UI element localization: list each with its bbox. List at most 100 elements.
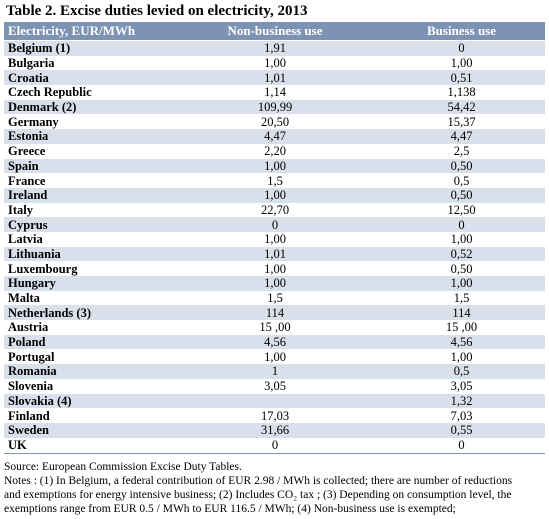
business-value-cell: 1,5 <box>378 290 545 306</box>
non-business-value-cell: 1,5 <box>172 290 378 306</box>
non-business-value-cell: 4,56 <box>172 334 378 350</box>
table-row: Malta 1,5 1,5 <box>4 290 545 306</box>
country-cell: Bulgaria <box>4 55 172 71</box>
country-cell: Romania <box>4 364 172 379</box>
table-row: Germany 20,50 15,37 <box>4 114 545 130</box>
non-business-value-cell: 109,99 <box>172 99 378 115</box>
excise-duties-table: Electricity, EUR/MWh Non-business use Bu… <box>4 22 545 453</box>
non-business-value-cell: 1,01 <box>172 246 378 262</box>
notes-line-1: Notes : (1) In Belgium, a federal contri… <box>4 475 513 487</box>
table-row: Belgium (1) 1,91 0 <box>4 40 545 56</box>
non-business-value-cell: 1,00 <box>172 349 378 365</box>
table-row: Finland 17,03 7,03 <box>4 408 545 423</box>
country-cell: Ireland <box>4 187 172 203</box>
country-cell: Germany <box>4 114 172 130</box>
country-cell: UK <box>4 437 172 453</box>
table-row: France 1,5 0,5 <box>4 173 545 188</box>
business-value-cell: 0 <box>378 437 545 453</box>
notes-line-2: and exemptions for energy intensive busi… <box>4 489 512 501</box>
business-value-cell: 1,138 <box>378 85 545 100</box>
country-cell: Estonia <box>4 129 172 144</box>
table-row: Italy 22,70 12,50 <box>4 202 545 218</box>
non-business-value-cell: 20,50 <box>172 114 378 130</box>
non-business-value-cell: 1,00 <box>172 187 378 203</box>
business-value-cell: 3,05 <box>378 378 545 394</box>
table-row: Lithuania 1,01 0,52 <box>4 246 545 262</box>
country-cell: Italy <box>4 202 172 218</box>
business-value-cell: 0,50 <box>378 158 545 174</box>
table-row: Poland 4,56 4,56 <box>4 334 545 350</box>
country-cell: Netherlands (3) <box>4 305 172 321</box>
country-cell: Latvia <box>4 231 172 247</box>
non-business-value-cell: 1,00 <box>172 55 378 71</box>
table-row: Denmark (2) 109,99 54,42 <box>4 99 545 115</box>
country-cell: Slovakia (4) <box>4 393 172 409</box>
business-value-cell: 2,5 <box>378 143 545 159</box>
table-row: Austria 15 ,00 15 ,00 <box>4 320 545 335</box>
non-business-value-cell: 17,03 <box>172 408 378 423</box>
non-business-value-cell: 1,01 <box>172 70 378 86</box>
business-value-cell: 15 ,00 <box>378 320 545 335</box>
table-row: Bulgaria 1,00 1,00 <box>4 55 545 71</box>
table-row: Hungary 1,00 1,00 <box>4 276 545 291</box>
country-cell: Spain <box>4 158 172 174</box>
business-value-cell: 1,32 <box>378 393 545 409</box>
country-cell: Belgium (1) <box>4 40 172 56</box>
non-business-value-cell: 1,00 <box>172 276 378 291</box>
non-business-value-cell: 1,5 <box>172 173 378 188</box>
country-cell: Malta <box>4 290 172 306</box>
table-row: Slovenia 3,05 3,05 <box>4 378 545 394</box>
table-row: Romania 1 0,5 <box>4 364 545 379</box>
business-value-cell: 54,42 <box>378 99 545 115</box>
business-value-cell: 0,55 <box>378 422 545 438</box>
non-business-value-cell: 1,91 <box>172 40 378 56</box>
table-row: Portugal 1,00 1,00 <box>4 349 545 365</box>
business-value-cell: 0,5 <box>378 173 545 188</box>
non-business-value-cell: 31,66 <box>172 422 378 438</box>
business-value-cell: 4,56 <box>378 334 545 350</box>
country-cell: Croatia <box>4 70 172 86</box>
table-row: Latvia 1,00 1,00 <box>4 231 545 247</box>
table-title: Table 2. Excise duties levied on electri… <box>6 3 308 19</box>
header-non-business-use: Non-business use <box>172 22 378 41</box>
non-business-value-cell: 1,00 <box>172 261 378 276</box>
business-value-cell: 0,50 <box>378 187 545 203</box>
business-value-cell: 15,37 <box>378 114 545 130</box>
non-business-value-cell: 2,20 <box>172 143 378 159</box>
country-cell: Sweden <box>4 422 172 438</box>
table-row: Spain 1,00 0,50 <box>4 158 545 174</box>
non-business-value-cell <box>172 393 378 409</box>
business-value-cell: 7,03 <box>378 408 545 423</box>
country-cell: Czech Republic <box>4 85 172 100</box>
country-cell: Luxembourg <box>4 261 172 276</box>
non-business-value-cell: 22,70 <box>172 202 378 218</box>
country-cell: Greece <box>4 143 172 159</box>
country-cell: Slovenia <box>4 378 172 394</box>
table-row: Estonia 4,47 4,47 <box>4 129 545 144</box>
non-business-value-cell: 3,05 <box>172 378 378 394</box>
table-row: Greece 2,20 2,5 <box>4 143 545 159</box>
business-value-cell: 12,50 <box>378 202 545 218</box>
table-row: UK 0 0 <box>4 437 545 453</box>
business-value-cell: 0,5 <box>378 364 545 379</box>
business-value-cell: 0,50 <box>378 261 545 276</box>
non-business-value-cell: 1,00 <box>172 231 378 247</box>
header-electricity: Electricity, EUR/MWh <box>4 22 172 41</box>
table-body: Belgium (1) 1,91 0 Bulgaria 1,00 1,00 Croatia 1… <box>4 40 545 453</box>
business-value-cell: 0 <box>378 40 545 56</box>
business-value-cell: 1,00 <box>378 55 545 71</box>
country-cell: Portugal <box>4 349 172 365</box>
source-note: Source: European Commission Excise Duty … <box>4 461 242 473</box>
business-value-cell: 4,47 <box>378 129 545 144</box>
table-row: Netherlands (3) 114 114 <box>4 305 545 321</box>
business-value-cell: 114 <box>378 305 545 321</box>
business-value-cell: 0 <box>378 217 545 232</box>
country-cell: Austria <box>4 320 172 335</box>
non-business-value-cell: 15 ,00 <box>172 320 378 335</box>
country-cell: France <box>4 173 172 188</box>
table-row: Luxembourg 1,00 0,50 <box>4 261 545 276</box>
business-value-cell: 0,51 <box>378 70 545 86</box>
table-row: Sweden 31,66 0,55 <box>4 422 545 438</box>
country-cell: Denmark (2) <box>4 99 172 115</box>
table-header-row: Electricity, EUR/MWh Non-business use Bu… <box>4 22 545 41</box>
